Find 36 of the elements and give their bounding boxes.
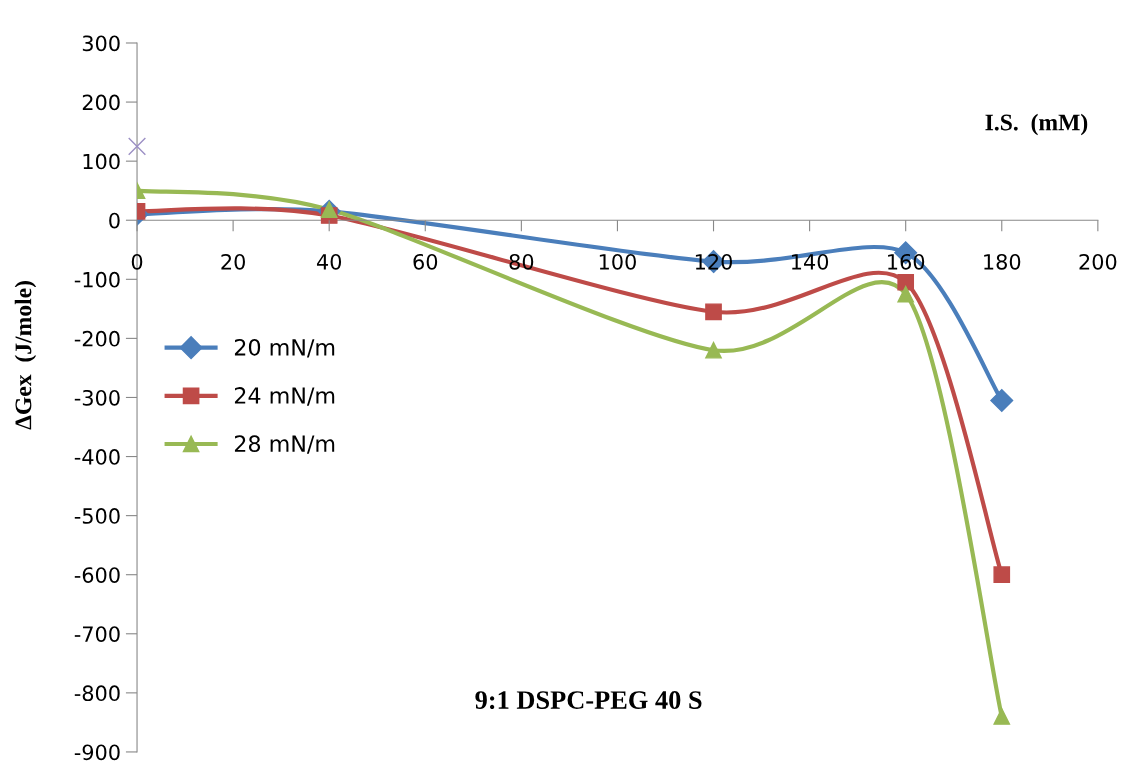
point: [990, 388, 1014, 412]
y-tick-label: -700: [74, 626, 120, 642]
y-tick-label: -900: [74, 744, 120, 761]
y-tick-label: -600: [74, 567, 120, 583]
y-tick-label: 100: [83, 153, 120, 170]
point: [993, 708, 1011, 725]
x-tick-label: 200: [1079, 253, 1117, 270]
y-tick-label: 300: [82, 35, 120, 52]
x-axis-title: I.S. (mM): [985, 113, 1088, 136]
y-tick-label: -300: [74, 389, 120, 406]
point: [128, 137, 147, 156]
y-axis-title: ΔGex (J/mole): [14, 281, 37, 430]
x-tick-label: 40: [316, 253, 342, 270]
x-tick-label: 100: [599, 253, 636, 270]
x-tick-label: 180: [984, 253, 1021, 270]
y-tick-label: -200: [74, 330, 120, 347]
y-tick-label: -800: [74, 685, 120, 702]
x-tick-label: 60: [413, 253, 438, 270]
y-tick-label: 200: [82, 94, 120, 111]
y-tick-label: -500: [74, 508, 120, 524]
annotation: 9:1 DSPC-PEG 40 S: [475, 691, 702, 710]
x-tick-label: 0: [131, 253, 143, 270]
point: [705, 341, 722, 359]
point: [993, 566, 1011, 584]
y-tick-label: -400: [74, 449, 120, 465]
legend-label: 28 mN/m: [234, 435, 335, 454]
point: [320, 201, 338, 218]
point: [705, 303, 722, 321]
x-tick-label: 140: [792, 253, 829, 270]
point: [897, 285, 915, 303]
legend-label: 20 mN/m: [234, 338, 335, 358]
point: [897, 273, 915, 291]
legend-label: 24 mN/m: [234, 387, 335, 406]
x-tick-label: 20: [221, 253, 245, 270]
y-tick-label: -100: [74, 271, 120, 288]
y-tick-label: 0: [109, 212, 120, 229]
